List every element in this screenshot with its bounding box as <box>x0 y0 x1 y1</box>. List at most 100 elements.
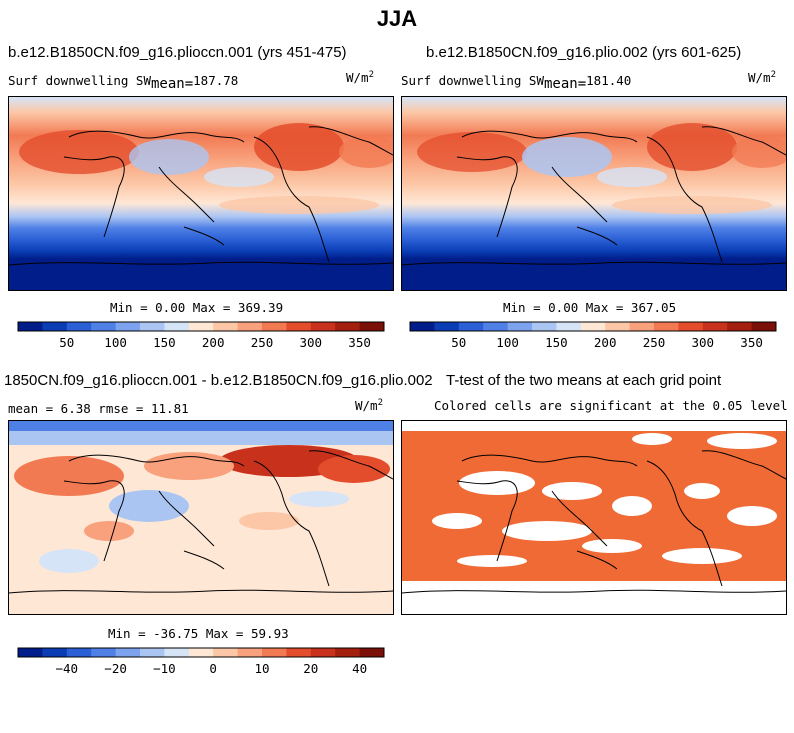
colorbar1-swatch <box>164 322 190 331</box>
colorbar3-tick-label: 40 <box>352 661 367 676</box>
colorbar2-swatch <box>678 322 704 331</box>
colorbar3-swatch <box>237 648 263 657</box>
panel2-mean-value: 181.40 <box>586 73 632 88</box>
panel1-field <box>9 97 393 290</box>
panel3-map <box>8 420 394 615</box>
colorbar3-swatch <box>164 648 190 657</box>
colorbar1-swatch <box>18 322 43 331</box>
colorbar2-swatch <box>410 322 435 331</box>
panel3-title-clip: 1850CN.f09_g16.plioccn.001 - b.e12.B1850… <box>0 372 446 392</box>
colorbar2-swatch <box>458 322 484 331</box>
colorbar3-swatch <box>66 648 92 657</box>
panel3-stats: mean = 6.38 rmse = 11.81 <box>8 401 189 416</box>
colorbar3-tick-label: −40 <box>56 661 79 676</box>
colorbar3-swatch <box>213 648 239 657</box>
panel4-nonsignificant-areas <box>432 433 777 567</box>
panel2-title: b.e12.B1850CN.f09_g16.plio.002 (yrs 601-… <box>426 44 742 61</box>
panel2-units: W/m2 <box>748 70 776 86</box>
panel4-coastlines <box>402 450 786 594</box>
colorbar1-swatch <box>335 322 361 331</box>
colorbar2-tick-label: 300 <box>692 335 715 350</box>
colorbar1-tick-label: 300 <box>300 335 323 350</box>
colorbar2-swatch <box>654 322 679 331</box>
colorbar3-swatch <box>140 648 165 657</box>
colorbar1-tick-label: 150 <box>153 335 176 350</box>
panel2-coastlines <box>402 126 786 266</box>
colorbar1-tick-label: 250 <box>251 335 274 350</box>
colorbar2-swatch <box>532 322 557 331</box>
main-title: JJA <box>376 6 418 31</box>
colorbar1-swatch <box>286 322 312 331</box>
colorbar2-tick-label: 150 <box>545 335 568 350</box>
colorbar2-swatch <box>483 322 509 331</box>
panel3-units: W/m2 <box>355 398 383 414</box>
panel4-title: T-test of the two means at each grid poi… <box>446 372 722 389</box>
colorbar1-tick-label: 200 <box>202 335 225 350</box>
colorbar1-swatch <box>115 322 141 331</box>
colorbar2-border <box>409 321 777 332</box>
panel3-title: 1850CN.f09_g16.plioccn.001 - b.e12.B1850… <box>4 372 433 389</box>
colorbar1-swatch <box>237 322 263 331</box>
colorbar1-tick-label: 50 <box>59 335 74 350</box>
panel1-map <box>8 96 394 291</box>
colorbar2-swatch <box>580 322 606 331</box>
colorbar3-tick-label: 20 <box>303 661 318 676</box>
colorbar2-swatch <box>629 322 655 331</box>
panel2-mean-label: mean= <box>544 76 587 92</box>
colorbar2-tick-label: 100 <box>496 335 519 350</box>
panel1-title: b.e12.B1850CN.f09_g16.plioccn.001 (yrs 4… <box>8 44 347 61</box>
colorbar1-swatch <box>140 322 165 331</box>
colorbar1-swatch <box>42 322 68 331</box>
panel1-variable-line: Surf downwelling SWmean=187.78 <box>8 73 239 92</box>
panel1-mean-value: 187.78 <box>193 73 239 88</box>
panel1-mean-label: mean= <box>151 76 194 92</box>
colorbar3-swatch <box>188 648 214 657</box>
colorbar3-tick-label: −20 <box>104 661 127 676</box>
panel4-subtitle: Colored cells are significant at the 0.0… <box>434 398 788 413</box>
panel2-map <box>401 96 787 291</box>
colorbar3-swatch <box>18 648 43 657</box>
colorbar1-swatch <box>310 322 336 331</box>
colorbar3-tick-label: 0 <box>209 661 217 676</box>
colorbar1-swatch <box>66 322 92 331</box>
panel2-field <box>402 97 786 290</box>
colorbar3-swatch <box>286 648 312 657</box>
colorbar-panel2: 50 100 150 200 250 300 350 <box>409 321 777 356</box>
colorbar2-swatch <box>434 322 460 331</box>
panel1-units: W/m2 <box>346 70 374 86</box>
panel3-minmax: Min = -36.75 Max = 59.93 <box>108 626 289 641</box>
colorbar1-border <box>17 321 385 332</box>
colorbar3-swatch <box>359 648 385 657</box>
panel4-map <box>401 420 787 615</box>
colorbar2-tick-label: 200 <box>594 335 617 350</box>
colorbar1-swatch <box>188 322 214 331</box>
colorbar3-swatch <box>335 648 361 657</box>
panel1-coastlines <box>9 126 393 266</box>
colorbar-panel3: −40 −20 −10 0 10 20 40 <box>17 647 385 682</box>
colorbar3-tick-label: −10 <box>153 661 176 676</box>
colorbar3-swatch <box>42 648 68 657</box>
colorbar1-swatch <box>359 322 385 331</box>
colorbar3-border <box>17 647 385 658</box>
colorbar1-tick-label: 100 <box>104 335 127 350</box>
colorbar1-swatch <box>213 322 239 331</box>
colorbar2-tick-label: 250 <box>643 335 666 350</box>
colorbar-panel1: 50 100 150 200 250 300 350 <box>17 321 385 356</box>
colorbar2-tick-label: 50 <box>451 335 466 350</box>
colorbar1-tick-label: 350 <box>348 335 371 350</box>
colorbar3-swatch <box>310 648 336 657</box>
panel3-coastlines <box>9 450 393 594</box>
colorbar1-swatch <box>91 322 117 331</box>
colorbar2-tick-label: 350 <box>740 335 763 350</box>
colorbar3-swatch <box>91 648 117 657</box>
colorbar3-tick-label: 10 <box>254 661 269 676</box>
colorbar3-swatch <box>115 648 141 657</box>
colorbar1-swatch <box>262 322 287 331</box>
colorbar2-swatch <box>605 322 631 331</box>
panel1-minmax: Min = 0.00 Max = 369.39 <box>110 300 284 315</box>
panel1-variable: Surf downwelling SW <box>8 73 151 88</box>
colorbar3-swatch <box>262 648 287 657</box>
colorbar2-swatch <box>727 322 753 331</box>
colorbar2-swatch <box>556 322 582 331</box>
colorbar2-swatch <box>751 322 777 331</box>
